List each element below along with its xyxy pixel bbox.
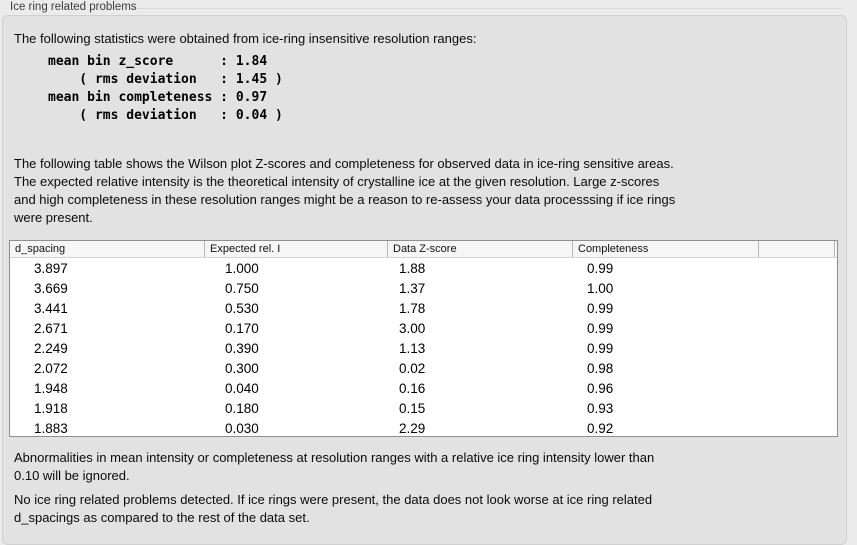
column-header-d-spacing[interactable]: d_spacing [10,241,205,257]
table-cell: 0.16 [399,380,426,396]
table-cell: 0.99 [587,300,614,316]
table-cell: 0.170 [225,320,259,336]
stats-values-block: mean bin z_score : 1.84 ( rms deviation … [48,54,283,123]
table-cell: 1.000 [225,260,259,276]
table-cell: 0.040 [225,380,259,396]
table-cell: 0.93 [587,400,614,416]
table-cell: 0.300 [225,360,259,376]
ice-ring-table[interactable]: d_spacing Expected rel. I Data Z-score Comp… [9,240,838,437]
table-cell: 0.390 [225,340,259,356]
groupbox-top-border [129,8,841,9]
ignore-note-text: Abnormalities in mean intensity or compl… [14,450,655,483]
table-row[interactable]: 3.441 0.530 1.78 0.99 [10,298,837,318]
table-row[interactable]: 2.249 0.390 1.13 0.99 [10,338,837,358]
table-cell: 3.669 [34,280,68,296]
table-header-row: d_spacing Expected rel. I Data Z-score Comp… [10,241,837,258]
column-header-completeness[interactable]: Completeness [573,241,759,257]
table-cell: 3.897 [34,260,68,276]
table-cell: 0.99 [587,260,614,276]
table-cell: 0.180 [225,400,259,416]
table-cell: 0.750 [225,280,259,296]
table-cell: 0.96 [587,380,614,396]
table-cell: 0.99 [587,340,614,356]
table-cell: 0.99 [587,320,614,336]
table-cell: 2.29 [399,420,426,436]
table-cell: 0.530 [225,300,259,316]
table-cell: 1.948 [34,380,68,396]
table-cell: 0.02 [399,360,426,376]
table-row[interactable]: 1.883 0.030 2.29 0.92 [10,418,837,436]
table-cell: 3.441 [34,300,68,316]
table-cell: 0.98 [587,360,614,376]
table-body: 3.897 1.000 1.88 0.99 3.669 0.750 1.37 1.00 3.44… [10,258,837,436]
table-row[interactable]: 3.897 1.000 1.88 0.99 [10,258,837,278]
table-cell: 1.78 [399,300,426,316]
table-cell: 1.88 [399,260,426,276]
table-row[interactable]: 2.671 0.170 3.00 0.99 [10,318,837,338]
table-cell: 1.883 [34,420,68,436]
table-cell: 3.00 [399,320,426,336]
table-cell: 2.249 [34,340,68,356]
table-cell: 1.918 [34,400,68,416]
table-row[interactable]: 2.072 0.300 0.02 0.98 [10,358,837,378]
table-cell: 0.15 [399,400,426,416]
column-header-expected-rel-i[interactable]: Expected rel. I [205,241,388,257]
stats-intro-text: The following statistics were obtained f… [14,31,477,46]
column-header-spacer[interactable] [759,241,835,257]
conclusion-text: No ice ring related problems detected. I… [14,492,653,525]
table-cell: 1.13 [399,340,426,356]
table-cell: 2.671 [34,320,68,336]
table-row[interactable]: 1.918 0.180 0.15 0.93 [10,398,837,418]
table-row[interactable]: 3.669 0.750 1.37 1.00 [10,278,837,298]
table-row[interactable]: 1.948 0.040 0.16 0.96 [10,378,837,398]
column-header-filler [835,241,837,257]
table-intro-text: The following table shows the Wilson plo… [14,156,676,225]
column-header-data-z-score[interactable]: Data Z-score [388,241,573,257]
table-cell: 0.92 [587,420,614,436]
table-cell: 2.072 [34,360,68,376]
table-cell: 1.00 [587,280,614,296]
table-cell: 0.030 [225,420,259,436]
groupbox-title: Ice ring related problems [10,1,137,13]
table-cell: 1.37 [399,280,426,296]
